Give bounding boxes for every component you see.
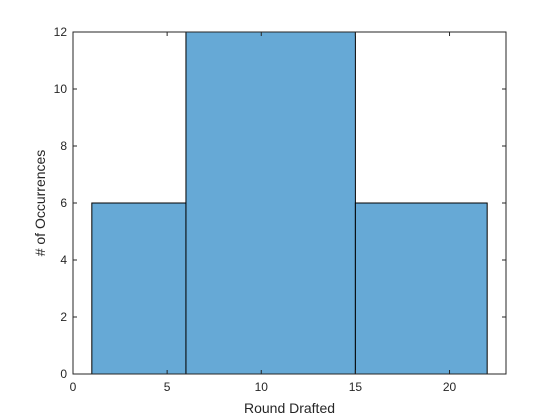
y-axis-label: # of Occurrences <box>32 150 48 257</box>
bars-group <box>91 31 488 375</box>
y-tick-label: 6 <box>60 196 67 210</box>
x-axis-label: Round Drafted <box>244 400 335 416</box>
x-tick-label: 10 <box>255 380 269 394</box>
y-tick-label: 10 <box>54 82 68 96</box>
y-tick-label: 2 <box>60 310 67 324</box>
y-tick-label: 12 <box>54 25 68 39</box>
x-tick-label: 20 <box>443 380 457 394</box>
x-tick-label: 15 <box>349 380 363 394</box>
y-tick-label: 0 <box>60 367 67 381</box>
histogram-bar-3 <box>354 202 488 375</box>
x-tick-label: 0 <box>70 380 77 394</box>
histogram-bar-2 <box>185 31 356 375</box>
x-axis-ticks: 0 5 10 15 20 <box>70 32 457 394</box>
x-tick-label: 5 <box>164 380 171 394</box>
y-axis-ticks: 0 2 4 6 8 10 12 <box>54 25 506 381</box>
y-tick-label: 8 <box>60 139 67 153</box>
y-tick-label: 4 <box>60 253 67 267</box>
histogram-bar-1 <box>91 202 187 375</box>
